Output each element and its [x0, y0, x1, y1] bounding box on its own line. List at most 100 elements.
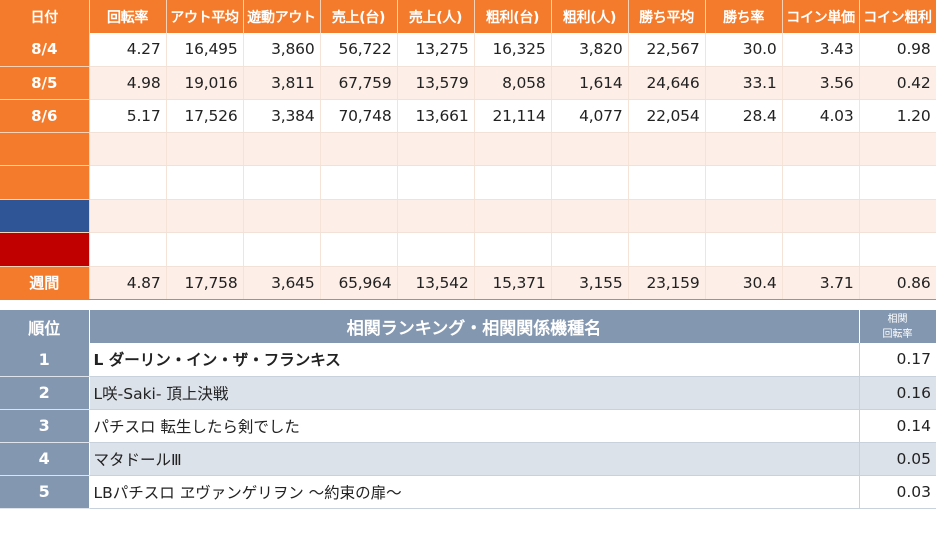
machine-name: パチスロ 転生したら剣でした — [89, 409, 859, 443]
table-row: 8/5 4.98 19,016 3,811 67,759 13,579 8,05… — [0, 66, 936, 100]
empty-cell — [628, 132, 706, 166]
header-profit-unit: 粗利(台) — [474, 0, 552, 33]
empty-cell — [89, 232, 167, 267]
rank-number: 5 — [0, 475, 90, 509]
empty-cell — [397, 199, 475, 233]
row-weekly-label: 週間 — [0, 265, 90, 300]
cell-profit-person: 3,820 — [551, 33, 629, 67]
rank-number: 1 — [0, 343, 90, 377]
header-profit-person: 粗利(人) — [551, 0, 629, 33]
cell-win-rate: 28.4 — [705, 99, 783, 133]
empty-cell — [859, 132, 936, 166]
table-row: 8/4 4.27 16,495 3,860 56,722 13,275 16,3… — [0, 33, 936, 67]
empty-cell — [243, 199, 321, 233]
empty-cell — [320, 199, 398, 233]
cell-coin-profit: 1.20 — [859, 99, 936, 133]
cell-spin-rate: 4.98 — [89, 66, 167, 100]
ranking-row: 4 マタドールⅢ 0.05 — [0, 442, 936, 476]
empty-cell — [320, 132, 398, 166]
correlation-value: 0.17 — [858, 343, 936, 377]
rank-number: 2 — [0, 376, 90, 410]
empty-cell — [89, 199, 167, 233]
empty-cell — [628, 199, 706, 233]
empty-cell — [166, 165, 244, 200]
machine-name: L咲-Saki- 頂上決戦 — [89, 376, 859, 410]
rank-number: 4 — [0, 442, 90, 476]
empty-cell — [551, 199, 629, 233]
rank-number: 3 — [0, 409, 90, 443]
cell-out-avg: 19,016 — [166, 66, 244, 100]
cell-sales-unit: 67,759 — [320, 66, 398, 100]
cell-profit-unit: 8,058 — [474, 66, 552, 100]
empty-row-label — [0, 232, 90, 267]
header-out-avg: アウト平均 — [166, 0, 244, 33]
cell-play-out: 3,811 — [243, 66, 321, 100]
cell-sales-person: 13,661 — [397, 99, 475, 133]
ranking-row: 5 LBパチスロ ヱヴァンゲリヲン ～約束の扉～ 0.03 — [0, 475, 936, 509]
empty-cell — [628, 165, 706, 200]
row-date: 8/4 — [0, 33, 90, 67]
header-machine-name: 相関ランキング・相関関係機種名 — [89, 310, 860, 343]
machine-name: マタドールⅢ — [89, 442, 859, 476]
cell-profit-unit: 16,325 — [474, 33, 552, 67]
cell-coin-price: 3.43 — [782, 33, 860, 67]
empty-cell — [474, 165, 552, 200]
empty-cell — [320, 232, 398, 267]
cell-out-avg: 17,758 — [166, 265, 244, 300]
header-correlation: 相関 回転率 — [859, 310, 936, 343]
cell-sales-unit: 65,964 — [320, 265, 398, 300]
row-date: 8/6 — [0, 99, 90, 133]
cell-spin-rate: 4.27 — [89, 33, 167, 67]
header-correlation-line2: 回転率 — [882, 328, 913, 340]
empty-cell — [551, 132, 629, 166]
stats-header-row: 日付 回転率 アウト平均 遊動アウト 売上(台) 売上(人) 粗利(台) 粗利(… — [0, 0, 936, 33]
empty-cell — [782, 199, 860, 233]
cell-play-out: 3,645 — [243, 265, 321, 300]
cell-win-avg: 24,646 — [628, 66, 706, 100]
cell-profit-person: 4,077 — [551, 99, 629, 133]
cell-coin-profit: 0.98 — [859, 33, 936, 67]
cell-sales-unit: 70,748 — [320, 99, 398, 133]
empty-cell — [166, 232, 244, 267]
ranking-header-row: 順位 相関ランキング・相関関係機種名 相関回転率 — [0, 310, 936, 343]
empty-row — [0, 132, 936, 166]
empty-cell — [320, 165, 398, 200]
empty-cell — [397, 232, 475, 267]
empty-cell — [166, 132, 244, 166]
cell-play-out: 3,384 — [243, 99, 321, 133]
cell-win-avg: 22,054 — [628, 99, 706, 133]
empty-cell — [397, 165, 475, 200]
ranking-row: 3 パチスロ 転生したら剣でした 0.14 — [0, 409, 936, 443]
header-play-out: 遊動アウト — [243, 0, 321, 33]
empty-cell — [89, 165, 167, 200]
empty-row-label — [0, 199, 90, 233]
empty-row — [0, 165, 936, 200]
cell-win-avg: 22,567 — [628, 33, 706, 67]
empty-row-label — [0, 165, 90, 200]
header-correlation-line1: 相関 — [887, 313, 908, 325]
correlation-ranking-table: 順位 相関ランキング・相関関係機種名 相関 回転率 1 L ダーリン・イン・ザ・フ… — [0, 310, 936, 509]
cell-coin-price: 3.71 — [782, 265, 860, 300]
header-rank: 順位 — [0, 310, 90, 343]
header-spin-rate: 回転率 — [89, 0, 167, 33]
empty-cell — [474, 232, 552, 267]
correlation-value: 0.05 — [858, 442, 936, 476]
cell-out-avg: 16,495 — [166, 33, 244, 67]
cell-profit-person: 1,614 — [551, 66, 629, 100]
cell-sales-person: 13,579 — [397, 66, 475, 100]
cell-spin-rate: 4.87 — [89, 265, 167, 300]
header-coin-profit: コイン粗利 — [859, 0, 936, 33]
empty-cell — [243, 165, 321, 200]
cell-profit-unit: 15,371 — [474, 265, 552, 300]
correlation-value: 0.16 — [858, 376, 936, 410]
cell-coin-profit: 0.42 — [859, 66, 936, 100]
empty-cell — [782, 165, 860, 200]
empty-cell — [782, 232, 860, 267]
header-sales-person: 売上(人) — [397, 0, 475, 33]
empty-cell — [628, 232, 706, 267]
ranking-row: 2 L咲-Saki- 頂上決戦 0.16 — [0, 376, 936, 410]
cell-sales-person: 13,542 — [397, 265, 475, 300]
header-coin-price: コイン単価 — [782, 0, 860, 33]
empty-cell — [859, 232, 936, 267]
empty-cell — [705, 132, 783, 166]
